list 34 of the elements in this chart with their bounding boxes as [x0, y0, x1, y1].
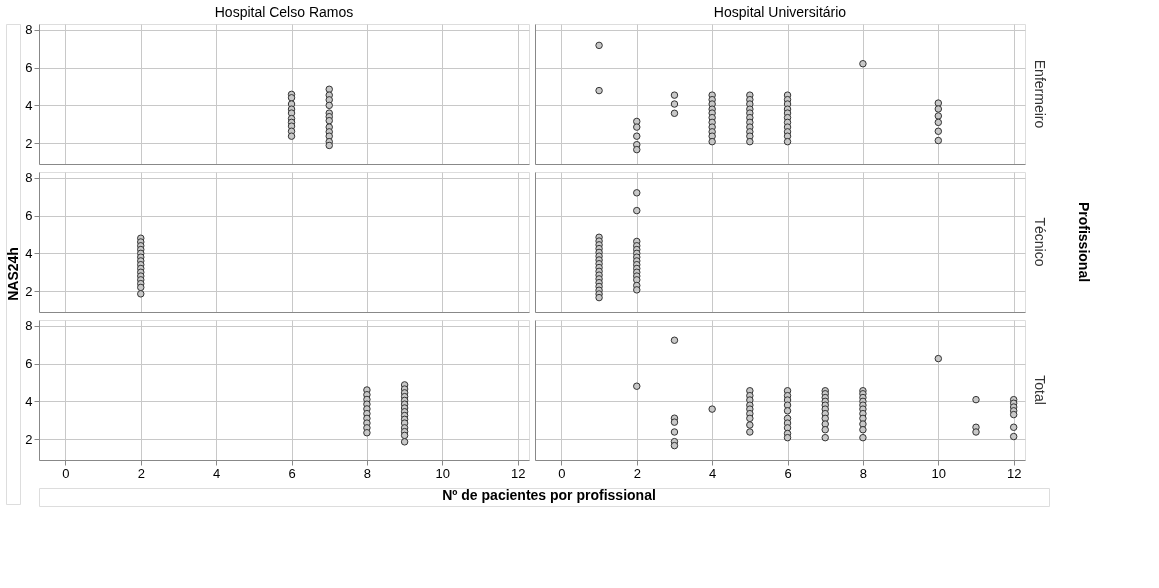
- y-tick-label: 2: [25, 283, 33, 299]
- y-tick-label: 8: [25, 170, 33, 186]
- x-tick-label: 2: [633, 465, 641, 481]
- x-tick-label: 2: [137, 465, 145, 481]
- x-tick-label: 12: [510, 465, 526, 481]
- y-tick-label: 6: [25, 208, 33, 224]
- x-tick-label: 4: [213, 465, 221, 481]
- chart-title: Hospital Universitário: [713, 4, 847, 20]
- x-tick-label: 6: [784, 465, 792, 481]
- y-tick-label: 4: [25, 393, 33, 409]
- x-tick-label: 10: [931, 465, 947, 481]
- y-tick-label: 2: [25, 135, 33, 151]
- x-tick-label: 0: [558, 465, 566, 481]
- y-tick-label: 6: [25, 60, 33, 76]
- x-tick-label: 8: [859, 465, 868, 481]
- x-tick-label: 6: [288, 465, 296, 481]
- chart-title: Hospital Celso Ramos: [214, 3, 354, 20]
- x-axis-title: Nº de pacientes por profissional: [442, 487, 656, 503]
- y2-axis-title: Técnico: [1032, 217, 1048, 267]
- y-tick-label: 8: [25, 318, 33, 334]
- y-tick-label: 2: [25, 431, 33, 447]
- y2-axis-title: Enfermeiro: [1032, 59, 1048, 129]
- y-tick-label: 4: [25, 245, 33, 261]
- y2-axis-title: Total: [1032, 375, 1048, 405]
- x-tick-label: 10: [435, 465, 451, 481]
- y-tick-label: 4: [25, 97, 33, 113]
- x-tick-label: 8: [363, 465, 372, 481]
- y-tick-label: 6: [25, 356, 33, 372]
- text: Profissional: [1076, 201, 1092, 283]
- y-tick-label: 8: [25, 22, 33, 38]
- y-axis-title: NAS24h: [5, 247, 21, 301]
- x-tick-label: 4: [709, 465, 717, 481]
- x-tick-label: 0: [62, 465, 70, 481]
- x-tick-label: 12: [1006, 465, 1022, 481]
